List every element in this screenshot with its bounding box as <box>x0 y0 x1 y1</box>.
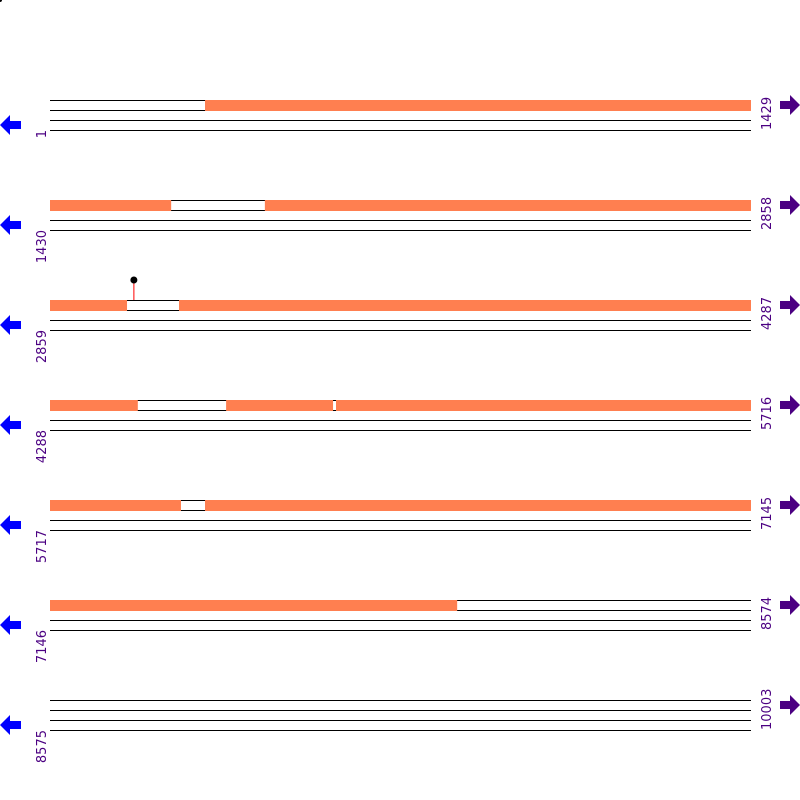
row-start-label: 2859 <box>35 330 50 363</box>
row-start-label: 1 <box>35 130 50 138</box>
arrow-right-icon[interactable] <box>780 595 800 615</box>
arrow-left-icon[interactable] <box>0 515 21 535</box>
row-end-label: 4287 <box>760 297 775 330</box>
corner-dot <box>0 0 2 2</box>
arrow-right-icon[interactable] <box>780 395 800 415</box>
feature-block <box>205 500 751 511</box>
arrow-left-icon[interactable] <box>0 715 21 735</box>
sequence-row: 5717 7145 <box>0 495 800 563</box>
sequence-row: 4288 5716 <box>0 395 800 463</box>
row-start-label: 7146 <box>35 630 50 663</box>
arrow-left-icon[interactable] <box>0 315 21 335</box>
feature-block <box>50 500 181 511</box>
sequence-row: 2859 4287 <box>0 276 800 363</box>
sequence-row: 1 1429 <box>0 95 800 138</box>
feature-block <box>50 300 128 311</box>
sequence-row: 7146 8574 <box>0 595 800 663</box>
row-end-label: 7145 <box>760 497 775 530</box>
row-end-label: 5716 <box>760 397 775 430</box>
feature-block <box>50 200 172 211</box>
feature-block <box>50 600 458 611</box>
row-end-label: 8574 <box>760 597 775 630</box>
sequence-row: 1430 2858 <box>0 195 800 263</box>
arrow-left-icon[interactable] <box>0 115 21 135</box>
feature-block <box>226 400 334 411</box>
arrow-right-icon[interactable] <box>780 95 800 115</box>
row-start-label: 8575 <box>35 730 50 763</box>
feature-block <box>179 300 752 311</box>
sequence-row: 8575 10003 <box>0 689 800 763</box>
row-end-label: 1429 <box>760 97 775 130</box>
arrow-right-icon[interactable] <box>780 695 800 715</box>
arrow-left-icon[interactable] <box>0 415 21 435</box>
row-start-label: 1430 <box>35 230 50 263</box>
row-start-label: 4288 <box>35 430 50 463</box>
feature-block <box>335 400 751 411</box>
arrow-left-icon[interactable] <box>0 615 21 635</box>
feature-block <box>50 400 138 411</box>
arrow-right-icon[interactable] <box>780 195 800 215</box>
arrow-right-icon[interactable] <box>780 495 800 515</box>
row-end-label: 10003 <box>760 689 775 730</box>
lollipop-marker-icon <box>130 276 138 284</box>
feature-block <box>264 200 751 211</box>
arrow-left-icon[interactable] <box>0 215 21 235</box>
arrow-right-icon[interactable] <box>780 295 800 315</box>
feature-block <box>205 100 751 111</box>
row-start-label: 5717 <box>35 530 50 563</box>
row-end-label: 2858 <box>760 197 775 230</box>
